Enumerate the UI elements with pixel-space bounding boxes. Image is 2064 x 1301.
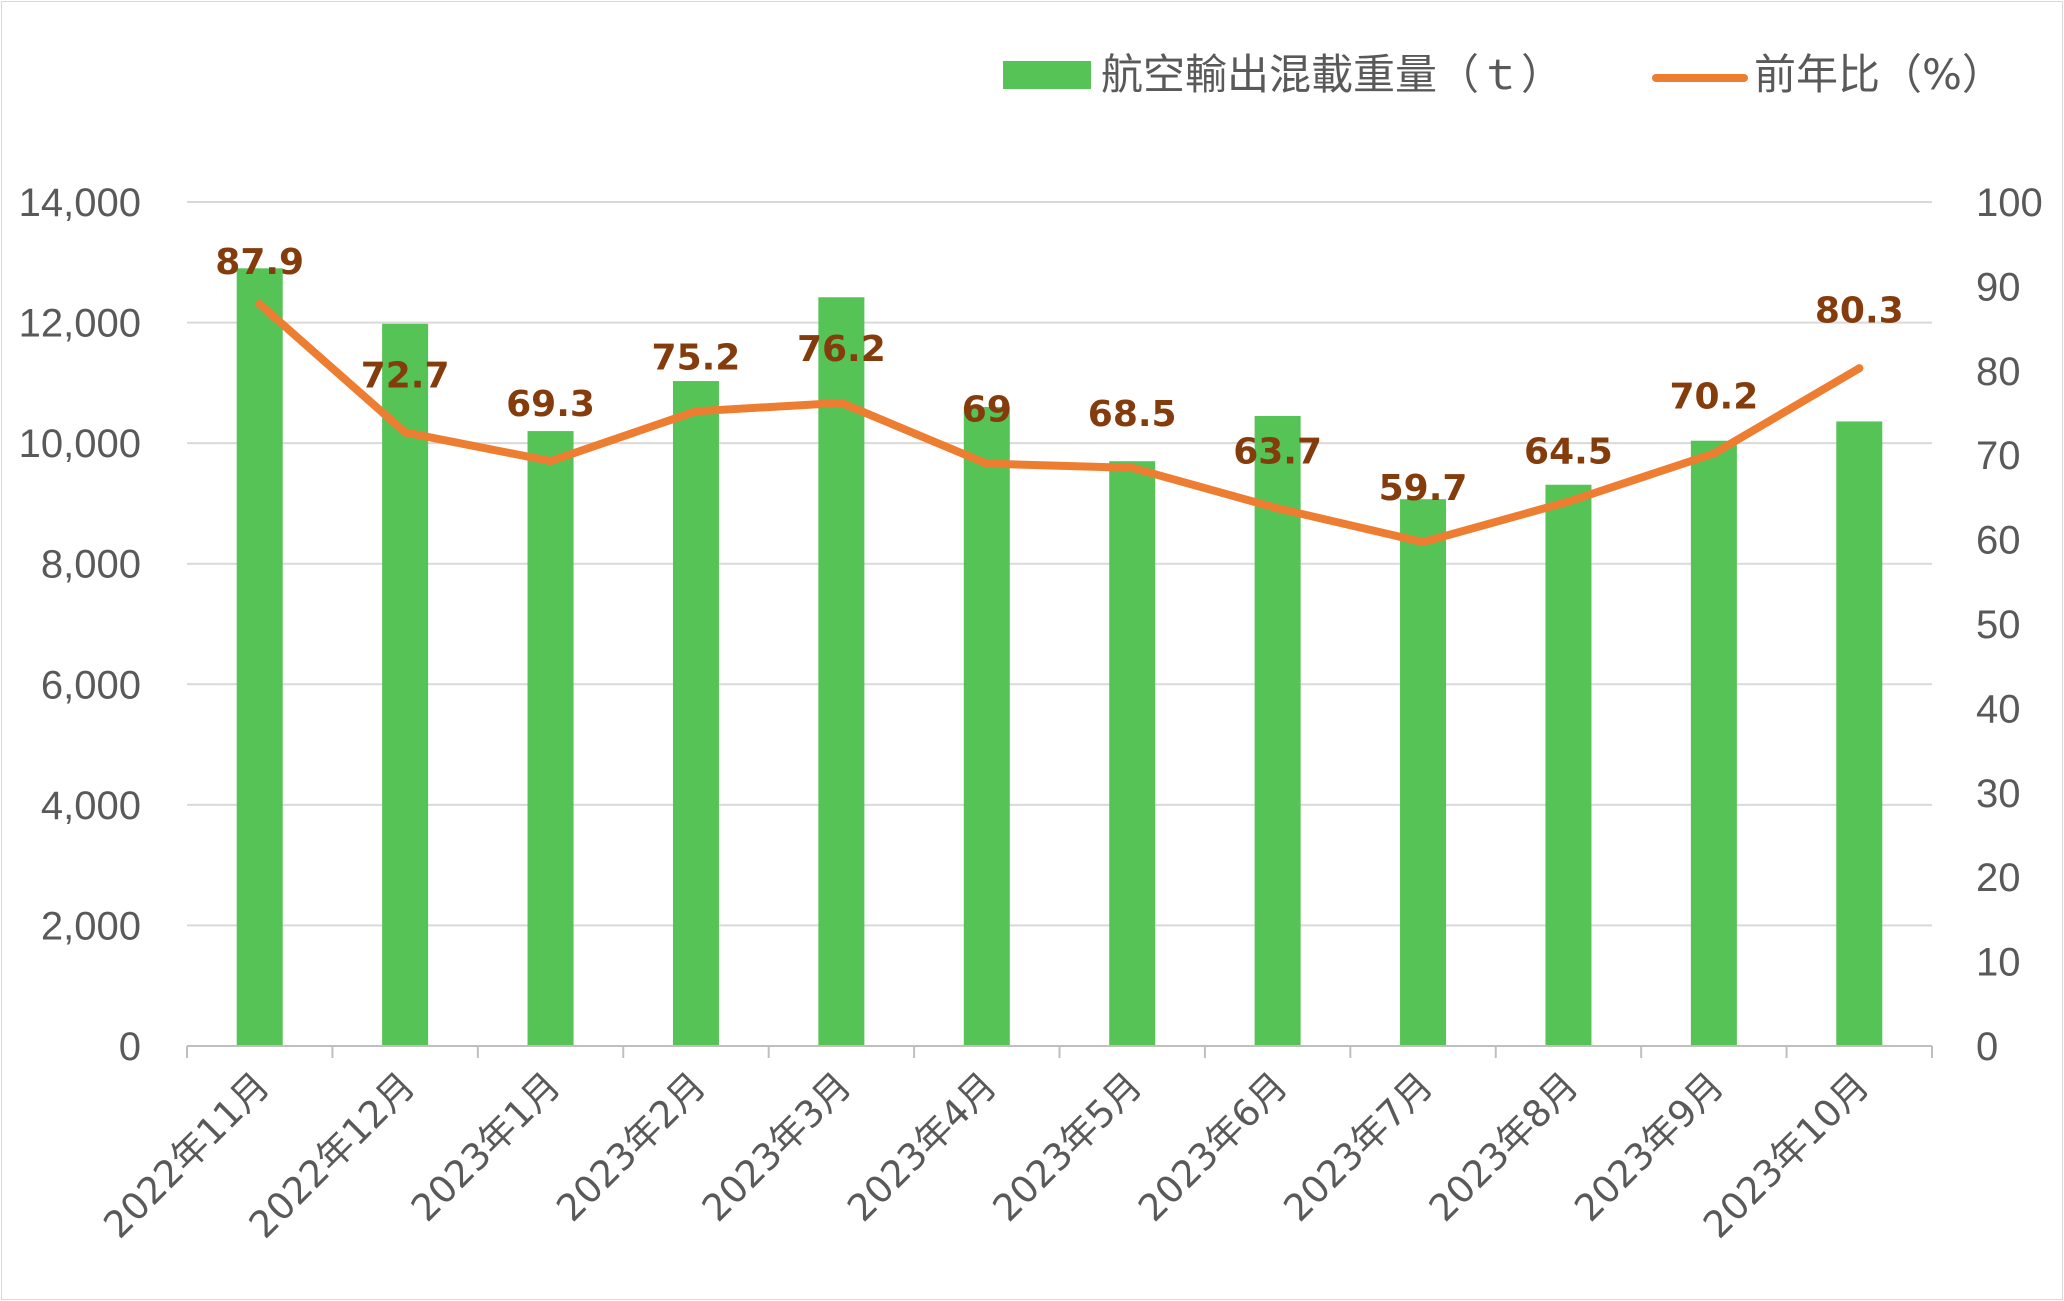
y-right-tick-label: 70 bbox=[1976, 434, 2021, 478]
data-label: 76.2 bbox=[797, 329, 886, 370]
legend-label-line: 前年比（%） bbox=[1754, 50, 2004, 99]
data-label: 72.7 bbox=[361, 355, 450, 396]
bar bbox=[527, 431, 574, 1047]
bar bbox=[1690, 440, 1737, 1046]
line-point bbox=[1273, 504, 1282, 513]
x-tick-label: 2023年5月 bbox=[985, 1064, 1151, 1230]
bar bbox=[1400, 499, 1447, 1046]
y-left-tick-label: 14,000 bbox=[19, 181, 141, 225]
gridlines bbox=[187, 201, 1932, 927]
data-label: 69.3 bbox=[506, 384, 595, 425]
line-point bbox=[255, 300, 264, 309]
y-left-tick-label: 8,000 bbox=[41, 543, 141, 587]
x-tick-label: 2023年4月 bbox=[839, 1064, 1005, 1230]
legend-label-bar: 航空輸出混載重量（ｔ） bbox=[1101, 50, 1563, 99]
data-labels: 87.9 72.7 69.3 75.2 76.2 69 68.5 63.7 59.7 64.5 70… bbox=[215, 242, 1903, 509]
y-left-tick-label: 12,000 bbox=[19, 302, 141, 346]
y-right-tick-label: 100 bbox=[1976, 181, 2043, 225]
y-right-tick-label: 0 bbox=[1976, 1025, 1998, 1069]
x-tick-label: 2023年6月 bbox=[1130, 1064, 1296, 1230]
data-label: 87.9 bbox=[215, 242, 304, 283]
y-right-tick-label: 40 bbox=[1976, 687, 2021, 731]
bar bbox=[236, 268, 283, 1046]
y-left-tick-label: 6,000 bbox=[41, 663, 141, 707]
line-point bbox=[982, 459, 991, 468]
y-right-tick-label: 20 bbox=[1976, 856, 2021, 900]
y-right-tick-label: 10 bbox=[1976, 941, 2021, 985]
line-point bbox=[1855, 364, 1864, 373]
line-point bbox=[546, 457, 555, 466]
legend: 航空輸出混載重量（ｔ） 前年比（%） bbox=[1003, 50, 2004, 99]
line-point bbox=[1564, 497, 1573, 506]
bar bbox=[818, 297, 865, 1046]
y-right-tick-label: 60 bbox=[1976, 519, 2021, 563]
legend-swatch-bar bbox=[1003, 61, 1091, 89]
line-point bbox=[1709, 449, 1718, 458]
bar bbox=[382, 323, 429, 1047]
bar bbox=[672, 381, 719, 1046]
x-tick-label: 2023年8月 bbox=[1421, 1064, 1587, 1230]
data-label: 59.7 bbox=[1379, 468, 1468, 509]
data-label: 70.2 bbox=[1669, 377, 1758, 418]
data-label: 63.7 bbox=[1233, 431, 1322, 472]
bar bbox=[963, 406, 1010, 1046]
x-tick-label: 2023年7月 bbox=[1275, 1064, 1441, 1230]
axes: 0 2,000 4,000 6,000 8,000 10,000 12,000 14,000 0… bbox=[19, 181, 2043, 1247]
data-label: 68.5 bbox=[1088, 394, 1177, 435]
x-tick-label: 2023年1月 bbox=[403, 1064, 569, 1230]
bar bbox=[1109, 461, 1156, 1046]
data-label: 64.5 bbox=[1524, 432, 1613, 473]
line-series bbox=[255, 300, 1864, 547]
data-label: 80.3 bbox=[1815, 290, 1904, 331]
y-left-tick-label: 2,000 bbox=[41, 904, 141, 948]
y-right-tick-label: 80 bbox=[1976, 350, 2021, 394]
bar bbox=[1836, 421, 1883, 1046]
y-right-tick-label: 50 bbox=[1976, 603, 2021, 647]
line-path bbox=[255, 300, 1864, 547]
line-point bbox=[1128, 463, 1137, 472]
x-tick-label: 2023年2月 bbox=[548, 1064, 714, 1230]
data-label: 75.2 bbox=[652, 337, 741, 378]
line-point bbox=[691, 407, 700, 416]
y-left-tick-label: 0 bbox=[119, 1025, 141, 1069]
data-label: 69 bbox=[962, 390, 1012, 431]
bar-series bbox=[236, 268, 1883, 1047]
y-right-tick-label: 90 bbox=[1976, 265, 2021, 309]
line-point bbox=[1419, 538, 1428, 547]
line-point bbox=[401, 428, 410, 437]
line-point bbox=[837, 398, 846, 407]
x-tick-label: 2023年3月 bbox=[694, 1064, 860, 1230]
y-left-tick-label: 10,000 bbox=[19, 422, 141, 466]
y-left-tick-label: 4,000 bbox=[41, 784, 141, 828]
bar bbox=[1545, 484, 1592, 1046]
y-right-tick-label: 30 bbox=[1976, 772, 2021, 816]
bar bbox=[1254, 416, 1301, 1046]
